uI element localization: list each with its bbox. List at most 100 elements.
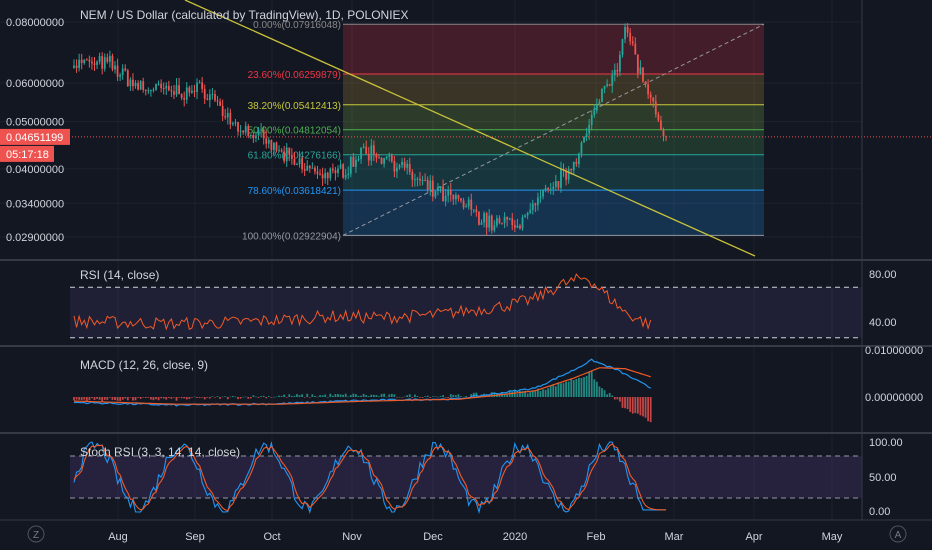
macd-histogram-bar (439, 396, 442, 397)
stoch-tick-50: 50.00 (869, 472, 897, 484)
candle (298, 151, 301, 168)
candle (629, 28, 632, 46)
candle (660, 115, 662, 131)
fib-trend-line[interactable] (342, 23, 765, 236)
candle (439, 185, 442, 193)
pane-separators[interactable] (0, 259, 932, 434)
candle (155, 83, 157, 92)
candle (613, 63, 616, 82)
macd-histogram-bar (267, 396, 270, 397)
macd-histogram-bar (575, 378, 578, 397)
macd-histogram-bar (288, 394, 291, 397)
candle (365, 140, 368, 154)
macd-histogram-bar (144, 397, 147, 398)
candle (339, 159, 342, 170)
candle (275, 141, 278, 153)
candle (636, 54, 639, 79)
candle (162, 82, 165, 95)
macd-histogram-bar (444, 397, 447, 398)
macd-histogram-bar (631, 397, 634, 414)
auto-scale-a-icon[interactable]: A (889, 525, 907, 543)
candle (103, 53, 106, 72)
candle (242, 130, 245, 135)
macd-histogram-bar (542, 389, 544, 397)
macd-histogram-bar (388, 394, 391, 397)
candle (185, 82, 188, 104)
macd-histogram-bar (629, 397, 632, 412)
rsi-title: RSI (14, close) (80, 268, 159, 282)
candle (549, 183, 552, 195)
candle (316, 165, 319, 179)
macd-signal-line (74, 367, 651, 405)
candle (232, 121, 234, 127)
macd-histogram-bar (114, 397, 116, 401)
candle (290, 148, 293, 165)
candle (260, 123, 262, 138)
price-axis[interactable]: 0.08000000 0.06000000 0.05000000 0.04000000… (0, 0, 863, 520)
macd-histogram-bar (583, 377, 585, 397)
macd-histogram-bar (457, 394, 460, 397)
candle (588, 119, 591, 140)
macd-histogram-bar (644, 397, 647, 418)
time-axis[interactable]: Aug Sep Oct Nov Dec 2020 Feb Mar Apr May (0, 519, 932, 543)
stoch-k-line (73, 440, 667, 515)
candle (91, 56, 93, 70)
candle (75, 59, 78, 73)
macd-histogram-bar (490, 392, 493, 397)
timezone-z-icon[interactable]: Z (27, 525, 45, 543)
candle (662, 127, 665, 142)
macd-histogram-bar (401, 397, 403, 398)
candle (513, 220, 516, 233)
candle (657, 111, 660, 123)
candle (624, 23, 626, 44)
macd-histogram-bar (155, 397, 157, 400)
candle (285, 143, 288, 167)
macd-histogram-bar (119, 397, 122, 402)
fibonacci-retracement[interactable]: 0.00%(0.07916048) 23.60%(0.06259879) 38.20… (242, 20, 765, 242)
macd-histogram-bar (531, 390, 534, 397)
macd-histogram-bar (165, 397, 168, 400)
descending-trendline[interactable] (184, 0, 756, 257)
rsi-line (73, 273, 652, 331)
candle (519, 223, 521, 230)
macd-histogram-bar (180, 397, 183, 399)
time-label-dec: Dec (423, 531, 443, 543)
candle (88, 55, 91, 68)
macd-histogram-bar (275, 396, 278, 398)
macd-histogram-bar (221, 396, 224, 398)
macd-histogram-bar (290, 396, 293, 397)
svg-text:Z: Z (33, 530, 39, 541)
time-label-feb: Feb (587, 531, 606, 543)
time-label-mar: Mar (665, 531, 684, 543)
stoch-tick-100: 100.00 (869, 437, 903, 449)
candle (165, 82, 168, 96)
candle (424, 173, 427, 182)
fib-zone-3 (343, 129, 764, 155)
macd-histogram-bar (396, 397, 398, 398)
macd-histogram-bar (139, 397, 142, 399)
candle (216, 95, 219, 106)
macd-histogram-bar (339, 394, 342, 397)
candle (444, 188, 447, 207)
macd-histogram-bar (244, 396, 247, 398)
stoch-tick-0: 0.00 (869, 506, 890, 518)
candle (462, 197, 465, 210)
trend-lines[interactable] (0, 0, 932, 257)
price-tick-0: 0.08000000 (6, 17, 64, 29)
macd-histogram-bar (280, 395, 283, 397)
macd-histogram-bar (616, 397, 619, 400)
candle (370, 138, 373, 166)
macd-histogram-bar (572, 380, 575, 397)
candle (301, 156, 304, 174)
candle (126, 68, 129, 88)
macd-histogram-bar (403, 396, 406, 398)
fib-level-label-3: 50.00%(0.04812054) (248, 126, 341, 137)
candle (426, 176, 429, 194)
macd-histogram-bar (567, 381, 570, 397)
macd-histogram-bar (329, 393, 332, 397)
candle (421, 175, 424, 186)
candle (501, 222, 503, 225)
candle (603, 85, 606, 94)
macd-histogram-bar (570, 378, 573, 397)
